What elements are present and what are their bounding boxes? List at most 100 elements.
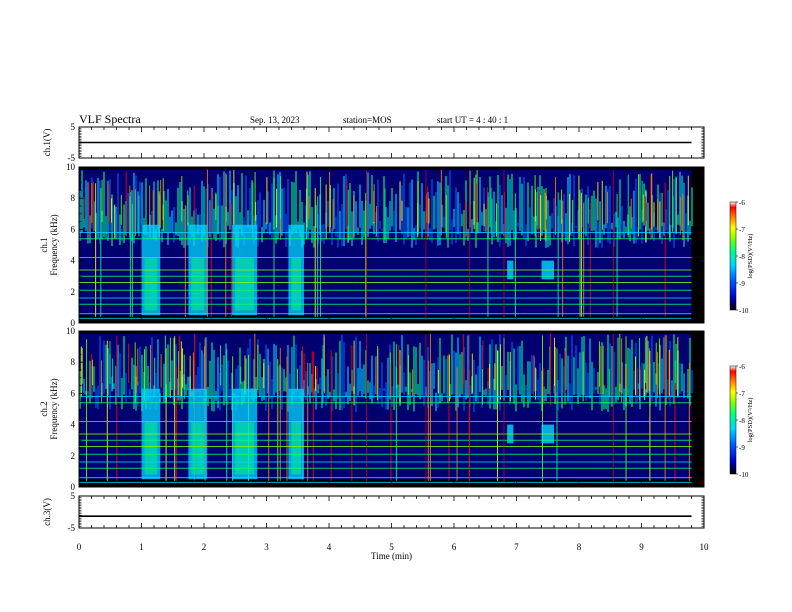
spectrogram-column: [393, 341, 395, 411]
spectrogram-column: [217, 174, 219, 234]
spectrogram-column: [639, 173, 641, 230]
x-tick-label: 10: [700, 542, 710, 552]
spectrogram-column: [689, 220, 691, 235]
spectrogram-column: [681, 363, 683, 392]
spectrogram-column: [121, 377, 123, 410]
spectrogram-column: [229, 170, 231, 230]
spectrogram-tone-lines: [79, 396, 692, 483]
spectrogram-column: [455, 352, 457, 411]
y-tick-label: 8: [71, 357, 76, 367]
spectrogram-column: [667, 190, 669, 235]
spectrogram-column: [657, 363, 659, 390]
spectrogram-column: [683, 182, 685, 247]
spectrogram-column: [679, 363, 681, 394]
spectrogram-column: [105, 216, 107, 238]
spectrogram-column: [385, 382, 387, 410]
spectrogram-column: [197, 214, 199, 235]
spectrogram-column: [421, 183, 423, 238]
ch2-spectrogram-axes: 0 2 4 6 8 10 ch.2 Frequency (kHz) -6 -7 -8 -9 -10 log…: [39, 326, 754, 492]
spectrogram-column: [285, 213, 287, 247]
spectrogram-column: [375, 212, 377, 238]
spectrogram-column: [371, 175, 373, 226]
spectrogram-column: [623, 388, 625, 411]
spectrogram-column: [413, 346, 415, 412]
spectrogram-column: [649, 228, 651, 235]
spectrogram-column: [501, 365, 503, 390]
spectrogram-column: [617, 337, 619, 401]
y-tick-label: 5: [71, 122, 76, 132]
spectrogram-column: [387, 357, 389, 410]
spectrogram-column: [229, 388, 231, 401]
spectrogram-column: [505, 207, 507, 244]
spectrogram-column: [269, 361, 271, 399]
spectrogram-column: [439, 337, 441, 404]
spectrogram-column: [613, 351, 615, 405]
spectrogram-column: [635, 178, 637, 244]
spectrogram-column: [79, 190, 81, 241]
spectrogram-column: [629, 348, 631, 404]
spectrogram-column: [619, 179, 621, 239]
spectrogram-column: [547, 200, 549, 248]
spectrogram-column: [375, 356, 377, 395]
spectrogram-column: [145, 178, 147, 235]
spectrogram-column: [491, 198, 493, 245]
spectrogram-column: [227, 360, 229, 405]
spectrogram-column: [385, 206, 387, 243]
spectrogram-column: [301, 350, 303, 404]
spectrogram-column: [113, 205, 115, 232]
spectrogram-column: [539, 175, 541, 229]
spectrogram-column: [509, 179, 511, 246]
spectrogram-column: [81, 170, 83, 233]
spectrogram-column: [209, 200, 211, 238]
spectrogram-column: [661, 358, 663, 394]
spectrogram-column: [467, 228, 469, 241]
spectrogram-column: [519, 346, 521, 395]
spectrogram-column: [531, 185, 533, 235]
spectrogram-column: [449, 383, 451, 400]
spectrogram-column: [541, 370, 543, 412]
spectrogram-column: [329, 391, 331, 398]
y-tick-label: 10: [66, 326, 76, 336]
spectrogram-column: [373, 222, 375, 235]
spectrogram-column: [205, 188, 207, 242]
spectrogram-column: [633, 190, 635, 244]
spectrogram-column: [691, 370, 693, 394]
spectrogram-burst-core: [191, 421, 205, 475]
spectrogram-column: [655, 227, 657, 230]
spectrogram-column: [577, 210, 579, 233]
spectrogram-column: [641, 362, 643, 389]
spectrogram-column: [349, 383, 351, 401]
spectrogram-column: [629, 206, 631, 242]
spectrogram-column: [79, 371, 81, 409]
spectrogram-column: [89, 360, 91, 404]
spectrogram-column: [355, 201, 357, 233]
spectrogram-column: [435, 191, 437, 229]
spectrogram-column: [271, 183, 273, 239]
spectrogram-column: [301, 201, 303, 248]
spectrogram-column: [647, 340, 649, 393]
spectrogram-column: [595, 387, 597, 390]
colorbar-tick-label: -6: [739, 199, 745, 207]
spectrogram-column: [251, 180, 253, 229]
spectrogram-column: [187, 376, 189, 391]
spectrogram-column: [391, 187, 393, 227]
spectrogram-column: [501, 194, 503, 234]
spectrogram-column: [559, 199, 561, 233]
spectrogram-column: [247, 210, 249, 229]
spectrogram-column: [477, 222, 479, 233]
spectrogram-column: [633, 370, 635, 390]
spectrogram-column: [493, 378, 495, 410]
spectrogram-column: [669, 341, 671, 407]
spectrogram-column: [219, 372, 221, 411]
spectrogram-burst-core: [144, 421, 158, 475]
spectrogram-column: [141, 354, 143, 412]
spectrogram-column: [161, 229, 163, 243]
spectrogram-column: [523, 176, 525, 240]
spectrogram-column: [535, 216, 537, 248]
spectrogram-column: [343, 342, 345, 409]
spectrogram-column: [217, 357, 219, 409]
spectrogram-column: [317, 384, 319, 394]
spectrogram-column: [345, 391, 347, 397]
spectrogram-column: [305, 371, 307, 401]
spectrogram-column: [287, 345, 289, 412]
